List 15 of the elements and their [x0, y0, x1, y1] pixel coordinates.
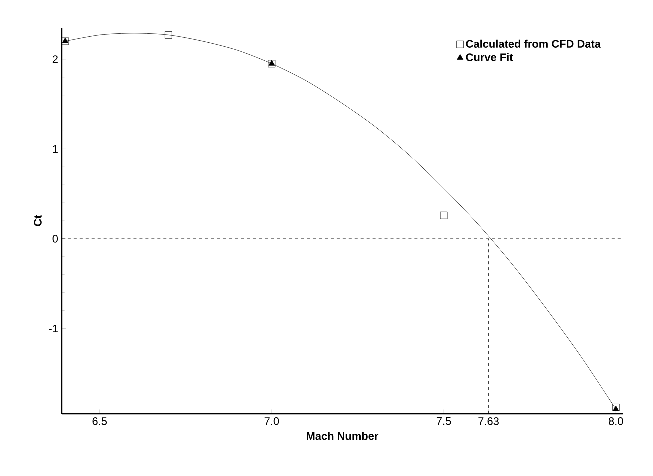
legend-label: Curve Fit	[466, 53, 514, 62]
x-axis-title: Mach Number	[307, 432, 379, 440]
y-axis-title: Ct	[34, 215, 42, 226]
x-tick-label: 7.0	[264, 418, 280, 426]
legend-label: Calculated from CFD Data	[466, 40, 602, 48]
point	[440, 212, 448, 220]
y-tick-label: 0	[52, 235, 58, 243]
y-tick-label: -1	[49, 324, 58, 332]
x-tick-label: 6.5	[92, 418, 108, 426]
x-tick-label: 7.63	[478, 418, 499, 426]
x-tick-label: 7.5	[436, 418, 452, 426]
y-tick-label: 2	[52, 56, 58, 64]
point	[165, 31, 172, 39]
x-tick-label: 8.0	[608, 418, 624, 426]
y-tick-label: 1	[53, 145, 58, 153]
